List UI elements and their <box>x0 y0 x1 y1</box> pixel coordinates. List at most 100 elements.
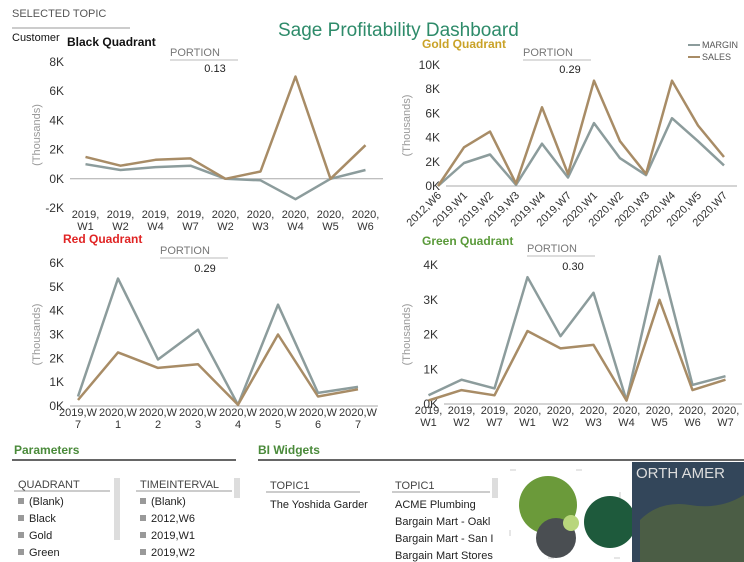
x-tick-label: 2019, W1 <box>70 209 102 233</box>
slicer-item[interactable]: Bargain Mart Stores <box>395 550 505 562</box>
legend-label: SALES <box>702 52 731 62</box>
y-tick-label: 10K <box>419 58 440 72</box>
bubble <box>563 515 579 531</box>
slicer-item[interactable]: Bargain Mart - Oakl <box>395 516 505 528</box>
annotation: 0.13 <box>204 63 225 75</box>
x-tick-label: 2019, W7 <box>175 209 207 233</box>
scrollbar[interactable] <box>114 478 120 540</box>
topic-label: SELECTED TOPIC <box>12 8 106 20</box>
x-tick-label: 2020, W2 <box>544 405 577 429</box>
slicer-item[interactable]: 2019,W1 <box>140 530 195 542</box>
y-tick-label: 1K <box>49 375 64 389</box>
slicer-item[interactable]: Gold <box>18 530 52 542</box>
x-tick-label: 2020,W7 <box>339 407 378 431</box>
y-tick-label: 6K <box>49 84 64 98</box>
y-tick-label: 3K <box>49 328 64 342</box>
dashboard: ORTH AMER Black Quadrant PORTION 0.13 (Thou… <box>0 0 744 562</box>
slicer-item[interactable]: ACME Plumbing <box>395 499 505 511</box>
annotation: 0.29 <box>559 64 580 76</box>
slicer-item[interactable]: Green <box>18 547 60 559</box>
x-tick-label: 2020,W5 <box>259 407 298 431</box>
y-axis-title: (Thousands) <box>31 304 43 366</box>
y-tick-label: 4K <box>49 304 64 318</box>
y-tick-label: 2K <box>423 328 438 342</box>
scrollbar[interactable] <box>234 478 240 498</box>
y-tick-label: 4K <box>425 131 440 145</box>
x-tick-label: 2019,W7 <box>59 407 98 431</box>
x-tick-label: 2019, W2 <box>105 209 137 233</box>
y-axis-title: (Thousands) <box>401 95 413 157</box>
slicer-header: TIMEINTERVAL <box>140 479 219 491</box>
slicer-item[interactable]: 2019,W2 <box>140 547 195 559</box>
legend-label: MARGIN <box>702 40 738 50</box>
y-tick-label: 3K <box>423 293 438 307</box>
annotation: 0.29 <box>194 263 215 275</box>
bubble <box>584 496 636 548</box>
section-title: BI Widgets <box>258 443 320 457</box>
x-tick-label: 2020, W4 <box>610 405 643 429</box>
series-line <box>438 81 724 186</box>
y-tick-label: 8K <box>425 82 440 96</box>
y-tick-label: 0K <box>425 179 440 193</box>
x-tick-label: 2020, W6 <box>350 209 382 233</box>
topic-value: Customer <box>12 32 60 44</box>
y-tick-label: 6K <box>49 256 64 270</box>
section-title: Parameters <box>14 443 79 457</box>
chart-subtitle: PORTION <box>523 47 573 59</box>
series-line <box>86 164 366 199</box>
chart-title: Black Quadrant <box>67 35 156 49</box>
slicer-header: QUADRANT <box>18 479 80 491</box>
x-tick-label: 2020, W7 <box>709 405 742 429</box>
slicer-header: TOPIC1 <box>270 480 310 492</box>
y-tick-label: 6K <box>425 106 440 120</box>
y-axis-title: (Thousands) <box>401 304 413 366</box>
y-axis-title: (Thousands) <box>31 104 43 166</box>
slicer-item[interactable]: 2012,W6 <box>140 513 195 525</box>
x-tick-label: 2020, W5 <box>643 405 676 429</box>
y-tick-label: 1K <box>423 362 438 376</box>
chart-subtitle: PORTION <box>160 245 210 257</box>
slicer-item[interactable]: Black <box>18 513 56 525</box>
chart-title: Red Quadrant <box>63 232 142 246</box>
x-tick-label: 2020, W6 <box>676 405 709 429</box>
slicer-item[interactable]: (Blank) <box>18 496 64 508</box>
chart-subtitle: PORTION <box>527 243 577 255</box>
y-tick-label: 4K <box>423 258 438 272</box>
y-tick-label: 2K <box>49 351 64 365</box>
y-tick-label: 2K <box>425 155 440 169</box>
x-tick-label: 2020, W3 <box>245 209 277 233</box>
x-tick-label: 2019, W2 <box>445 405 478 429</box>
y-tick-label: 8K <box>49 55 64 69</box>
x-tick-label: 2020, W4 <box>280 209 312 233</box>
y-tick-label: 4K <box>49 113 64 127</box>
scrollbar[interactable] <box>492 478 498 498</box>
y-tick-label: 2K <box>49 143 64 157</box>
y-tick-label: 5K <box>49 280 64 294</box>
x-tick-label: 2019, W1 <box>412 405 445 429</box>
series-line <box>86 77 366 179</box>
x-tick-label: 2020,W6 <box>299 407 338 431</box>
y-tick-label: 0K <box>49 172 64 186</box>
chart-title: Green Quadrant <box>422 234 513 248</box>
y-tick-label: -2K <box>45 201 64 215</box>
slicer-item[interactable]: (Blank) <box>140 496 186 508</box>
slicer-item[interactable]: Bargain Mart - San I <box>395 533 505 545</box>
dashboard-title: Sage Profitability Dashboard <box>278 20 519 42</box>
map-label: ORTH AMER <box>636 465 725 482</box>
x-tick-label: 2019, W7 <box>478 405 511 429</box>
series-line <box>429 256 726 400</box>
annotation: 0.30 <box>562 261 583 273</box>
x-tick-label: 2020,W2 <box>139 407 178 431</box>
x-tick-label: 2019, W4 <box>140 209 172 233</box>
x-tick-label: 2020, W1 <box>511 405 544 429</box>
x-tick-label: 2020, W2 <box>210 209 242 233</box>
chart-subtitle: PORTION <box>170 47 220 59</box>
chart-canvas: ORTH AMER Black Quadrant PORTION 0.13 (Thou… <box>0 0 744 562</box>
x-tick-label: 2020,W4 <box>219 407 258 431</box>
x-tick-label: 2020, W3 <box>577 405 610 429</box>
x-tick-label: 2020, W5 <box>315 209 347 233</box>
x-tick-label: 2020,W1 <box>99 407 138 431</box>
slicer-header: TOPIC1 <box>395 480 435 492</box>
slicer-item[interactable]: The Yoshida Garder <box>270 499 380 511</box>
x-tick-label: 2020,W3 <box>179 407 218 431</box>
